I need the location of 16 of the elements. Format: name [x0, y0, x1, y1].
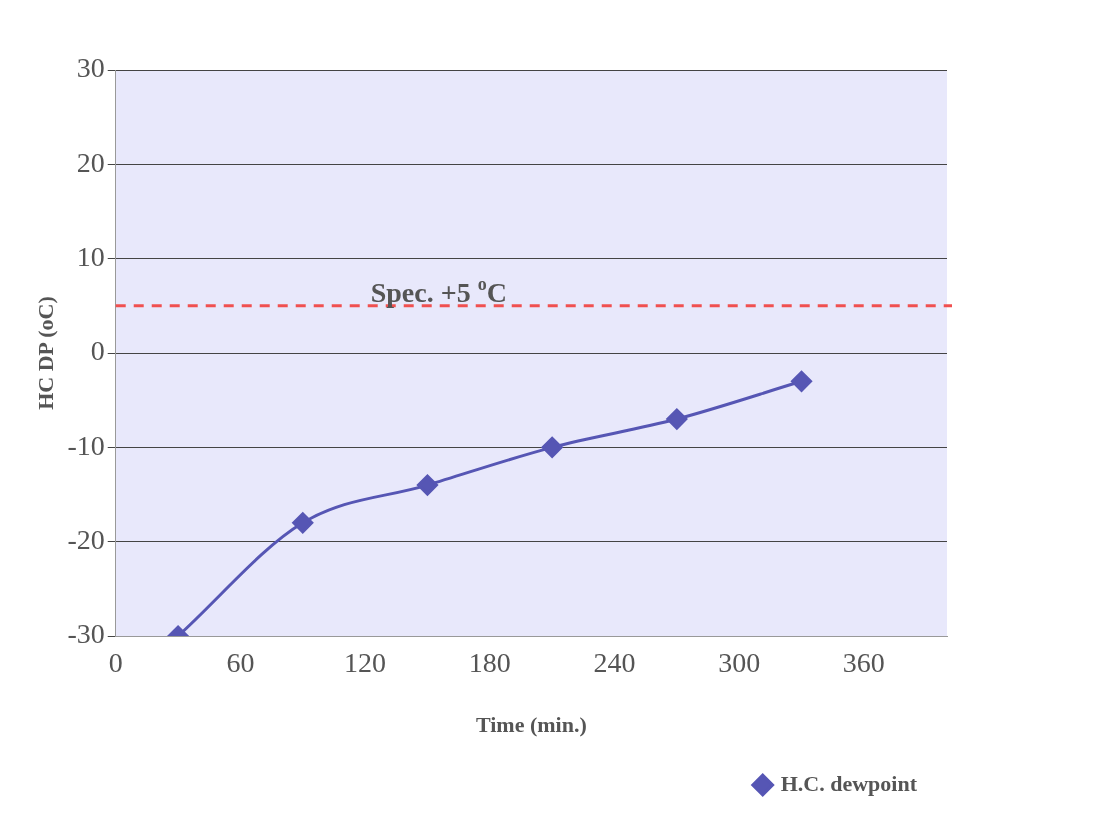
x-tick-label: 360: [842, 647, 885, 679]
y-tick-label: 10: [76, 241, 105, 273]
x-tick-label: 180: [468, 647, 511, 679]
y-axis-title: HC DP (oC): [32, 296, 58, 410]
y-tick-label: 0: [90, 335, 105, 367]
x-tick-label: 60: [226, 647, 255, 679]
x-tick-label: 240: [593, 647, 636, 679]
y-tick-label: 30: [76, 52, 105, 84]
x-tick-label: 120: [344, 647, 387, 679]
y-tick-label: -20: [67, 524, 105, 556]
legend-label: H.C. dewpoint: [780, 770, 918, 796]
y-tick-label: -30: [67, 618, 105, 650]
x-axis-title: Time (min.): [475, 712, 587, 738]
x-tick-label: 300: [718, 647, 761, 679]
y-tick-label: -10: [67, 429, 105, 461]
y-tick-label: 20: [76, 146, 105, 178]
